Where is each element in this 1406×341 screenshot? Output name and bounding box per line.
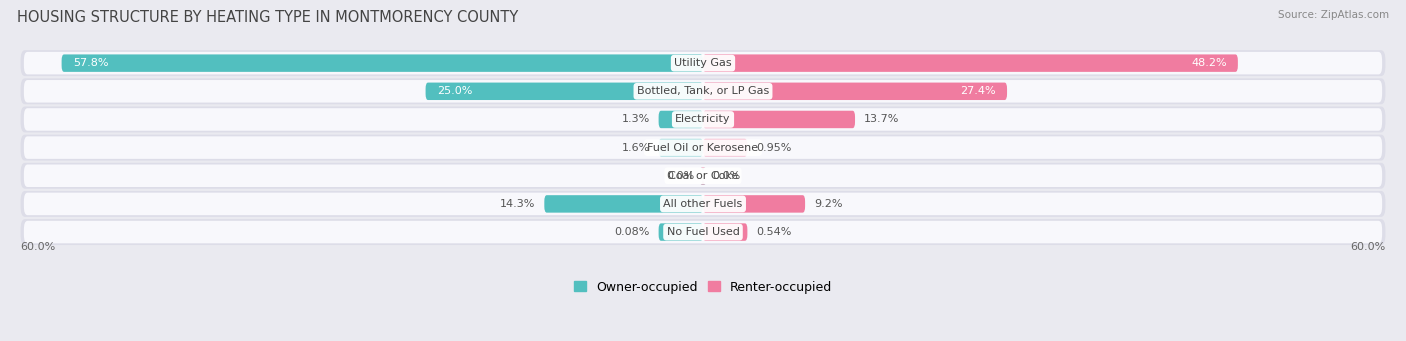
FancyBboxPatch shape — [703, 111, 855, 128]
FancyBboxPatch shape — [658, 223, 703, 241]
FancyBboxPatch shape — [703, 139, 748, 156]
FancyBboxPatch shape — [700, 167, 706, 184]
FancyBboxPatch shape — [24, 108, 1382, 131]
Text: 0.0%: 0.0% — [666, 171, 695, 181]
Text: 0.08%: 0.08% — [614, 227, 650, 237]
Text: 27.4%: 27.4% — [960, 86, 995, 96]
Text: 13.7%: 13.7% — [863, 115, 900, 124]
Text: 9.2%: 9.2% — [814, 199, 842, 209]
FancyBboxPatch shape — [426, 83, 703, 100]
FancyBboxPatch shape — [703, 223, 748, 241]
Text: Source: ZipAtlas.com: Source: ZipAtlas.com — [1278, 10, 1389, 20]
Text: Fuel Oil or Kerosene: Fuel Oil or Kerosene — [647, 143, 759, 153]
FancyBboxPatch shape — [21, 78, 1385, 104]
FancyBboxPatch shape — [544, 195, 703, 213]
Text: 1.6%: 1.6% — [621, 143, 650, 153]
Text: All other Fuels: All other Fuels — [664, 199, 742, 209]
FancyBboxPatch shape — [703, 83, 1007, 100]
Text: 1.3%: 1.3% — [621, 115, 650, 124]
Text: 0.54%: 0.54% — [756, 227, 792, 237]
Text: No Fuel Used: No Fuel Used — [666, 227, 740, 237]
Text: Bottled, Tank, or LP Gas: Bottled, Tank, or LP Gas — [637, 86, 769, 96]
Text: Coal or Coke: Coal or Coke — [668, 171, 738, 181]
Text: 60.0%: 60.0% — [21, 242, 56, 252]
FancyBboxPatch shape — [24, 80, 1382, 103]
FancyBboxPatch shape — [21, 106, 1385, 132]
FancyBboxPatch shape — [658, 111, 703, 128]
Text: 60.0%: 60.0% — [1350, 242, 1385, 252]
FancyBboxPatch shape — [24, 164, 1382, 187]
Text: 14.3%: 14.3% — [501, 199, 536, 209]
Text: 57.8%: 57.8% — [73, 58, 108, 68]
Text: 0.95%: 0.95% — [756, 143, 792, 153]
FancyBboxPatch shape — [21, 191, 1385, 217]
Text: Electricity: Electricity — [675, 115, 731, 124]
FancyBboxPatch shape — [658, 139, 703, 156]
Text: HOUSING STRUCTURE BY HEATING TYPE IN MONTMORENCY COUNTY: HOUSING STRUCTURE BY HEATING TYPE IN MON… — [17, 10, 519, 25]
FancyBboxPatch shape — [703, 55, 1237, 72]
FancyBboxPatch shape — [703, 195, 806, 213]
FancyBboxPatch shape — [21, 163, 1385, 189]
FancyBboxPatch shape — [24, 193, 1382, 215]
Text: Utility Gas: Utility Gas — [675, 58, 731, 68]
Text: 48.2%: 48.2% — [1191, 58, 1227, 68]
FancyBboxPatch shape — [21, 50, 1385, 76]
FancyBboxPatch shape — [24, 221, 1382, 243]
FancyBboxPatch shape — [24, 52, 1382, 74]
Legend: Owner-occupied, Renter-occupied: Owner-occupied, Renter-occupied — [574, 281, 832, 294]
FancyBboxPatch shape — [21, 219, 1385, 245]
Text: 25.0%: 25.0% — [437, 86, 472, 96]
FancyBboxPatch shape — [62, 55, 703, 72]
FancyBboxPatch shape — [700, 167, 706, 184]
FancyBboxPatch shape — [21, 135, 1385, 161]
Text: 0.0%: 0.0% — [711, 171, 740, 181]
FancyBboxPatch shape — [24, 136, 1382, 159]
